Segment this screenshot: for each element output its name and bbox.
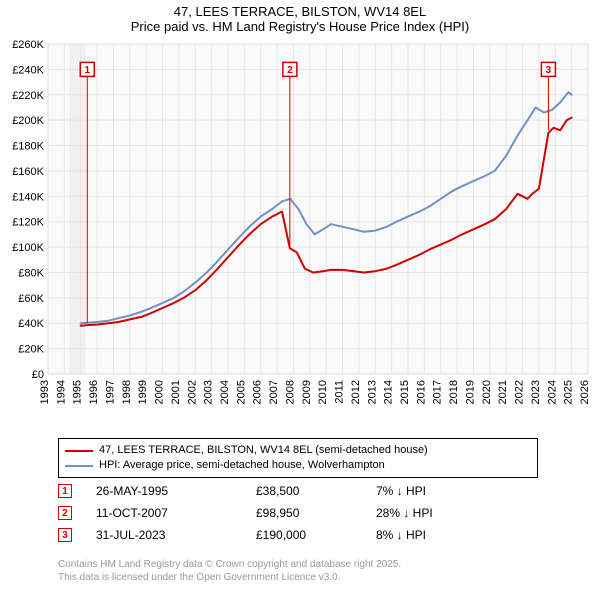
marker-date: 31-JUL-2023 <box>96 528 256 542</box>
marker-number-box: 2 <box>58 506 72 520</box>
marker-row: 3 31-JUL-2023£190,0008% ↓ HPI <box>58 524 496 546</box>
svg-text:2026: 2026 <box>579 380 591 404</box>
svg-text:2025: 2025 <box>563 380 575 404</box>
svg-text:£80K: £80K <box>18 267 44 279</box>
svg-text:£20K: £20K <box>18 344 44 356</box>
title-line-1: 47, LEES TERRACE, BILSTON, WV14 8EL <box>0 4 600 19</box>
svg-text:2007: 2007 <box>268 380 280 404</box>
svg-text:2001: 2001 <box>170 380 182 404</box>
markers-table: 1 26-MAY-1995£38,5007% ↓ HPI 2 11-OCT-2007£… <box>58 480 496 546</box>
svg-text:2005: 2005 <box>235 380 247 404</box>
chart-title-area: 47, LEES TERRACE, BILSTON, WV14 8EL Pric… <box>0 0 600 36</box>
svg-text:£100K: £100K <box>12 242 44 254</box>
svg-text:£260K: £260K <box>12 39 44 51</box>
svg-text:£60K: £60K <box>18 293 44 305</box>
line-chart-svg: £0 £20K £40K £60K £80K £100K £120K £140K £160K £1… <box>0 38 600 428</box>
marker-date: 26-MAY-1995 <box>96 484 256 498</box>
svg-text:2: 2 <box>287 65 293 76</box>
legend-swatch <box>65 450 93 452</box>
svg-text:£180K: £180K <box>12 141 44 153</box>
svg-text:2020: 2020 <box>481 380 493 404</box>
marker-number-box: 3 <box>58 528 72 542</box>
svg-text:2021: 2021 <box>497 380 509 404</box>
legend-item: HPI: Average price, semi-detached house,… <box>65 458 531 473</box>
svg-text:£220K: £220K <box>12 90 44 102</box>
legend-label: 47, LEES TERRACE, BILSTON, WV14 8EL (sem… <box>99 443 428 458</box>
svg-text:2008: 2008 <box>284 380 296 404</box>
svg-text:1993: 1993 <box>39 380 51 404</box>
svg-text:1998: 1998 <box>121 380 133 404</box>
svg-text:2018: 2018 <box>448 380 460 404</box>
footer-line-1: Contains HM Land Registry data © Crown c… <box>58 558 401 571</box>
svg-text:2012: 2012 <box>350 380 362 404</box>
svg-text:2004: 2004 <box>219 380 231 404</box>
chart-area: £0 £20K £40K £60K £80K £100K £120K £140K £160K £1… <box>0 38 600 428</box>
svg-text:£200K: £200K <box>12 115 44 127</box>
legend-label: HPI: Average price, semi-detached house,… <box>99 458 385 473</box>
svg-text:2023: 2023 <box>530 380 542 404</box>
marker-row: 2 11-OCT-2007£98,95028% ↓ HPI <box>58 502 496 524</box>
svg-text:2014: 2014 <box>383 380 395 404</box>
marker-diff: 28% ↓ HPI <box>376 506 496 520</box>
svg-text:2002: 2002 <box>186 380 198 404</box>
legend-swatch <box>65 465 93 467</box>
svg-text:2006: 2006 <box>252 380 264 404</box>
legend-item: 47, LEES TERRACE, BILSTON, WV14 8EL (sem… <box>65 443 531 458</box>
svg-text:£240K: £240K <box>12 64 44 76</box>
title-line-2: Price paid vs. HM Land Registry's House … <box>0 19 600 34</box>
svg-text:£160K: £160K <box>12 166 44 178</box>
marker-price: £98,950 <box>256 506 376 520</box>
svg-text:2022: 2022 <box>514 380 526 404</box>
svg-text:2003: 2003 <box>203 380 215 404</box>
marker-number-box: 1 <box>58 484 72 498</box>
svg-text:1997: 1997 <box>104 380 116 404</box>
marker-diff: 8% ↓ HPI <box>376 528 496 542</box>
svg-text:£0: £0 <box>32 369 44 381</box>
svg-text:£40K: £40K <box>18 318 44 330</box>
svg-text:1994: 1994 <box>55 380 67 404</box>
footer-text: Contains HM Land Registry data © Crown c… <box>58 558 401 584</box>
marker-price: £190,000 <box>256 528 376 542</box>
svg-text:2011: 2011 <box>334 380 346 404</box>
svg-text:£120K: £120K <box>12 217 44 229</box>
marker-date: 11-OCT-2007 <box>96 506 256 520</box>
marker-row: 1 26-MAY-1995£38,5007% ↓ HPI <box>58 480 496 502</box>
svg-text:2010: 2010 <box>317 380 329 404</box>
svg-text:2017: 2017 <box>432 380 444 404</box>
svg-text:1999: 1999 <box>137 380 149 404</box>
svg-text:£140K: £140K <box>12 191 44 203</box>
svg-text:2013: 2013 <box>366 380 378 404</box>
svg-text:2016: 2016 <box>415 380 427 404</box>
footer-line-2: This data is licensed under the Open Gov… <box>58 571 401 584</box>
marker-diff: 7% ↓ HPI <box>376 484 496 498</box>
legend-box: 47, LEES TERRACE, BILSTON, WV14 8EL (sem… <box>58 438 538 478</box>
svg-text:1996: 1996 <box>88 380 100 404</box>
svg-text:2024: 2024 <box>546 380 558 404</box>
svg-text:2000: 2000 <box>154 380 166 404</box>
marker-price: £38,500 <box>256 484 376 498</box>
svg-text:2019: 2019 <box>464 380 476 404</box>
svg-text:2015: 2015 <box>399 380 411 404</box>
svg-text:2009: 2009 <box>301 380 313 404</box>
svg-text:3: 3 <box>546 65 552 76</box>
svg-text:1: 1 <box>84 65 90 76</box>
svg-text:1995: 1995 <box>72 380 84 404</box>
